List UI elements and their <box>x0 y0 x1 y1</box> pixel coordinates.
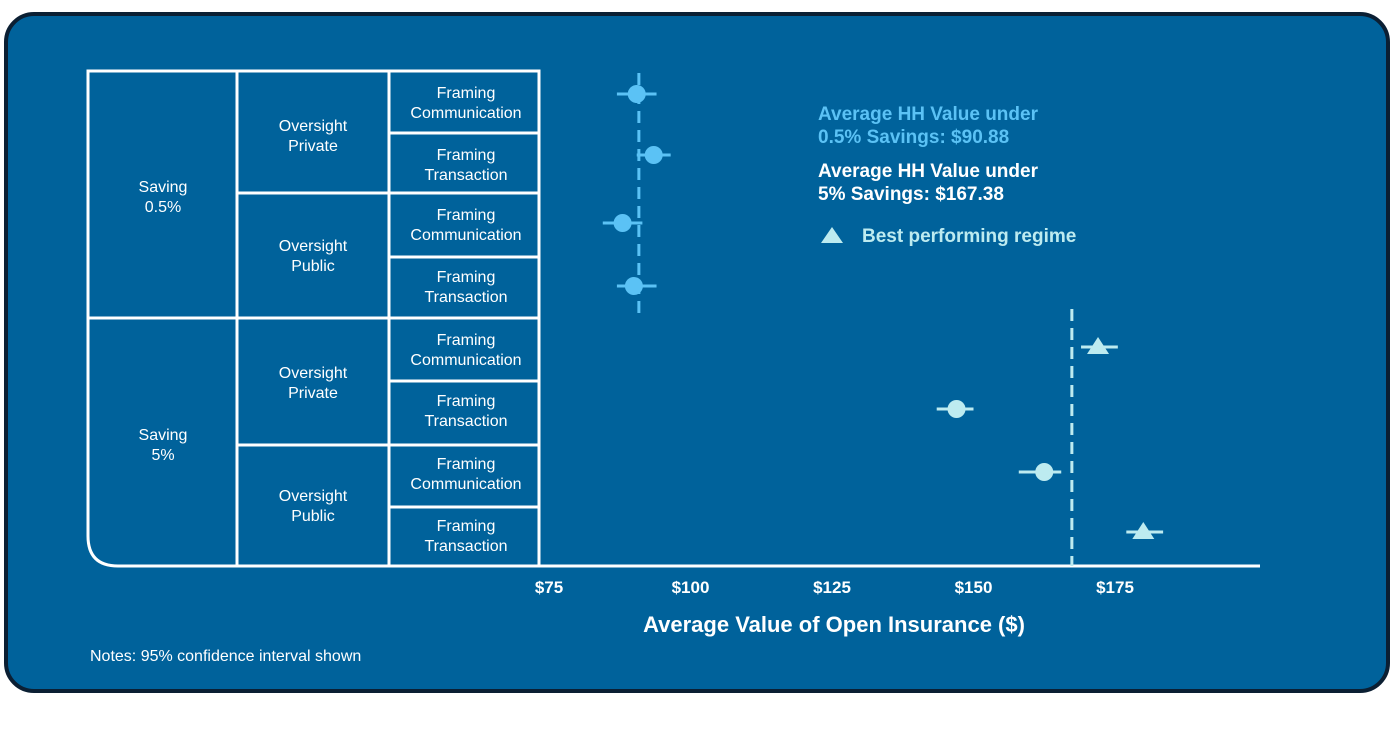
chart-notes: Notes: 95% confidence interval shown <box>90 648 361 665</box>
framing-label-0: Framing Communication <box>410 85 521 122</box>
x-tick-label: $175 <box>1096 578 1134 597</box>
data-point-circle <box>644 146 663 164</box>
framing-label-2: Framing Communication <box>410 207 521 244</box>
data-point-circle <box>1035 463 1054 481</box>
data-points <box>602 85 1164 539</box>
framing-label-5: Framing Transaction <box>425 393 508 430</box>
x-axis-label: Average Value of Open Insurance ($) <box>643 612 1025 637</box>
oversight-label-3: Oversight Public <box>279 488 348 525</box>
x-tick-label: $75 <box>535 578 563 597</box>
data-point-circle <box>624 277 643 295</box>
table-outline <box>86 69 541 568</box>
oversight-label-1: Oversight Public <box>279 238 348 275</box>
reference-lines <box>637 73 1074 566</box>
oversight-label-0: Oversight Private <box>279 118 348 155</box>
data-point-circle <box>627 85 646 103</box>
framing-label-7: Framing Transaction <box>425 518 508 555</box>
annotation-low-line2: 0.5% Savings: $90.88 <box>818 127 1009 148</box>
framing-label-3: Framing Transaction <box>425 269 508 306</box>
chart-panel <box>4 12 1390 693</box>
data-point-circle <box>947 400 966 418</box>
annotation-high-line1: Average HH Value under <box>818 161 1039 182</box>
x-tick-labels: $75 $100 $125 $150 $175 <box>535 578 1134 597</box>
framing-label-4: Framing Communication <box>410 332 521 369</box>
data-point-circle <box>613 214 632 232</box>
data-point-triangle <box>1132 522 1155 539</box>
row-table <box>86 69 541 568</box>
annotation-low-line1: Average HH Value under <box>818 104 1039 125</box>
x-tick-label: $150 <box>955 578 993 597</box>
annotation-high-line2: 5% Savings: $167.38 <box>818 184 1004 205</box>
saving-label-1: Saving 5% <box>139 427 188 464</box>
framing-label-1: Framing Transaction <box>425 147 508 184</box>
data-point-triangle <box>1087 337 1110 354</box>
x-tick-label: $100 <box>672 578 710 597</box>
legend-best-label: Best performing regime <box>862 226 1076 247</box>
x-tick-label: $125 <box>813 578 851 597</box>
oversight-label-2: Oversight Private <box>279 365 348 402</box>
framing-label-6: Framing Communication <box>410 456 521 493</box>
saving-label-0: Saving 0.5% <box>139 179 188 216</box>
triangle-icon <box>821 227 843 243</box>
